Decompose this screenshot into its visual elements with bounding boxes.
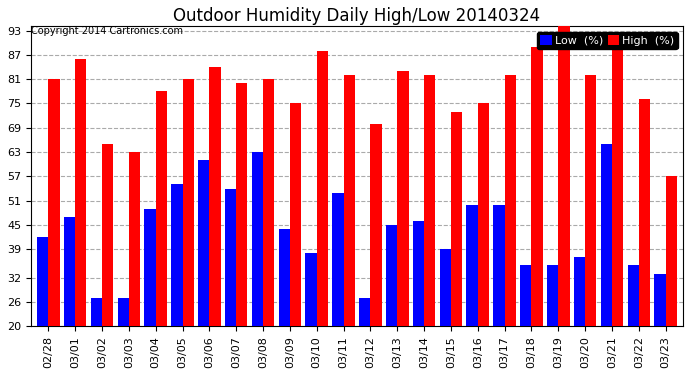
Bar <box>424 75 435 326</box>
Bar <box>397 71 408 326</box>
Bar <box>144 209 156 326</box>
Bar <box>48 79 59 326</box>
Bar <box>37 237 48 326</box>
Bar <box>440 249 451 326</box>
Bar <box>306 253 317 326</box>
Title: Outdoor Humidity Daily High/Low 20140324: Outdoor Humidity Daily High/Low 20140324 <box>173 7 540 25</box>
Bar <box>493 205 504 326</box>
Bar <box>317 51 328 326</box>
Bar <box>371 124 382 326</box>
Bar <box>466 205 477 326</box>
Bar <box>558 27 569 326</box>
Bar <box>639 99 650 326</box>
Bar <box>520 266 531 326</box>
Bar <box>451 111 462 326</box>
Bar <box>209 67 221 326</box>
Bar <box>252 152 263 326</box>
Bar <box>359 298 371 326</box>
Bar <box>102 144 113 326</box>
Bar <box>627 266 639 326</box>
Bar <box>585 75 596 326</box>
Bar <box>333 192 344 326</box>
Bar <box>531 47 543 326</box>
Bar <box>344 75 355 326</box>
Bar <box>156 91 167 326</box>
Bar <box>183 79 194 326</box>
Legend: Low  (%), High  (%): Low (%), High (%) <box>537 32 678 49</box>
Bar <box>129 152 140 326</box>
Bar <box>612 43 623 326</box>
Bar <box>279 229 290 326</box>
Bar <box>236 83 248 326</box>
Bar <box>477 104 489 326</box>
Bar <box>504 75 516 326</box>
Bar <box>666 176 677 326</box>
Bar <box>117 298 129 326</box>
Bar <box>654 273 666 326</box>
Bar <box>263 79 275 326</box>
Bar <box>386 225 397 326</box>
Bar <box>413 221 424 326</box>
Bar <box>198 160 209 326</box>
Bar <box>75 59 86 326</box>
Text: Copyright 2014 Cartronics.com: Copyright 2014 Cartronics.com <box>31 27 183 36</box>
Bar <box>601 144 612 326</box>
Bar <box>547 266 558 326</box>
Bar <box>290 104 301 326</box>
Bar <box>171 184 183 326</box>
Bar <box>225 189 236 326</box>
Bar <box>91 298 102 326</box>
Bar <box>574 257 585 326</box>
Bar <box>64 217 75 326</box>
